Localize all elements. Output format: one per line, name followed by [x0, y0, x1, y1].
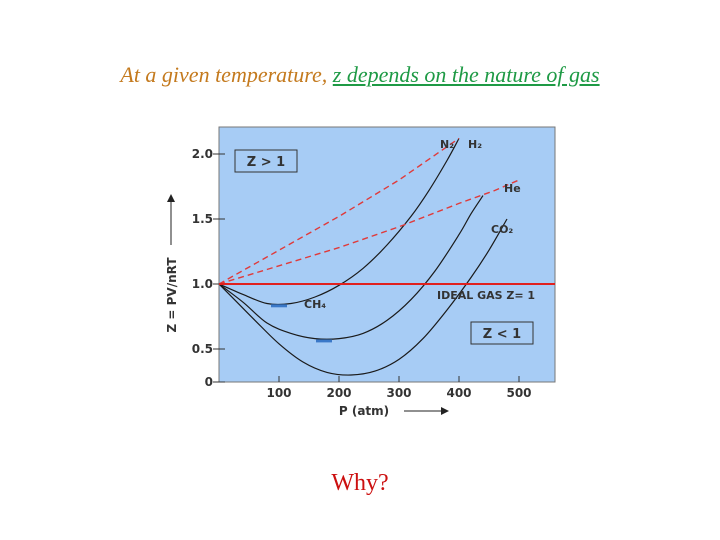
tick-labels: 100 200 300 400 500 0 0.5 1.0 1.5 2.0 — [192, 147, 532, 400]
why-question: Why? — [331, 470, 389, 496]
y-tick-label-2.0: 2.0 — [192, 147, 213, 161]
ch4-label: CH₄ — [304, 298, 326, 311]
x-axis-label: P (atm) — [339, 404, 389, 418]
z-vs-pressure-chart: 100 200 300 400 500 0 0.5 1.0 1.5 2.0 Z > 1 Z < 1… — [165, 126, 556, 418]
co2-label: CO₂ — [491, 223, 513, 236]
n2-label: N₂ — [440, 138, 454, 151]
title-part-orange: At a given temperature, — [120, 62, 333, 87]
x-tick-label-400: 400 — [446, 386, 471, 400]
y-tick-label-1.0: 1.0 — [192, 277, 213, 291]
z-lt-1-label: Z < 1 — [483, 327, 521, 342]
h2-label: H₂ — [468, 138, 482, 151]
slide-title: At a given temperature, z depends on the… — [0, 62, 720, 88]
x-tick-label-500: 500 — [506, 386, 531, 400]
x-tick-label-200: 200 — [326, 386, 351, 400]
series-n — [219, 138, 460, 306]
series-ch — [219, 195, 484, 340]
z-gt-1-label: Z > 1 — [247, 155, 285, 170]
minima-markers — [271, 304, 332, 343]
series-co — [219, 218, 508, 376]
z-lt-1-box — [470, 321, 534, 345]
y-tick-label-0: 0 — [205, 375, 213, 389]
x-tick-label-100: 100 — [266, 386, 291, 400]
x-tick-label-300: 300 — [386, 386, 411, 400]
title-part-green: z depends on the nature of gas — [332, 62, 600, 87]
series-layer — [219, 137, 555, 376]
series-h — [219, 137, 460, 285]
z-gt-1-box — [234, 149, 298, 173]
series-he — [219, 179, 520, 285]
y-tick-label-1.5: 1.5 — [192, 212, 213, 226]
y-axis-label: Z = PV/nRT — [165, 257, 179, 333]
ideal-gas-label: IDEAL GAS Z= 1 — [437, 289, 535, 302]
y-tick-label-0.5: 0.5 — [192, 342, 213, 356]
he-label: He — [504, 182, 521, 195]
